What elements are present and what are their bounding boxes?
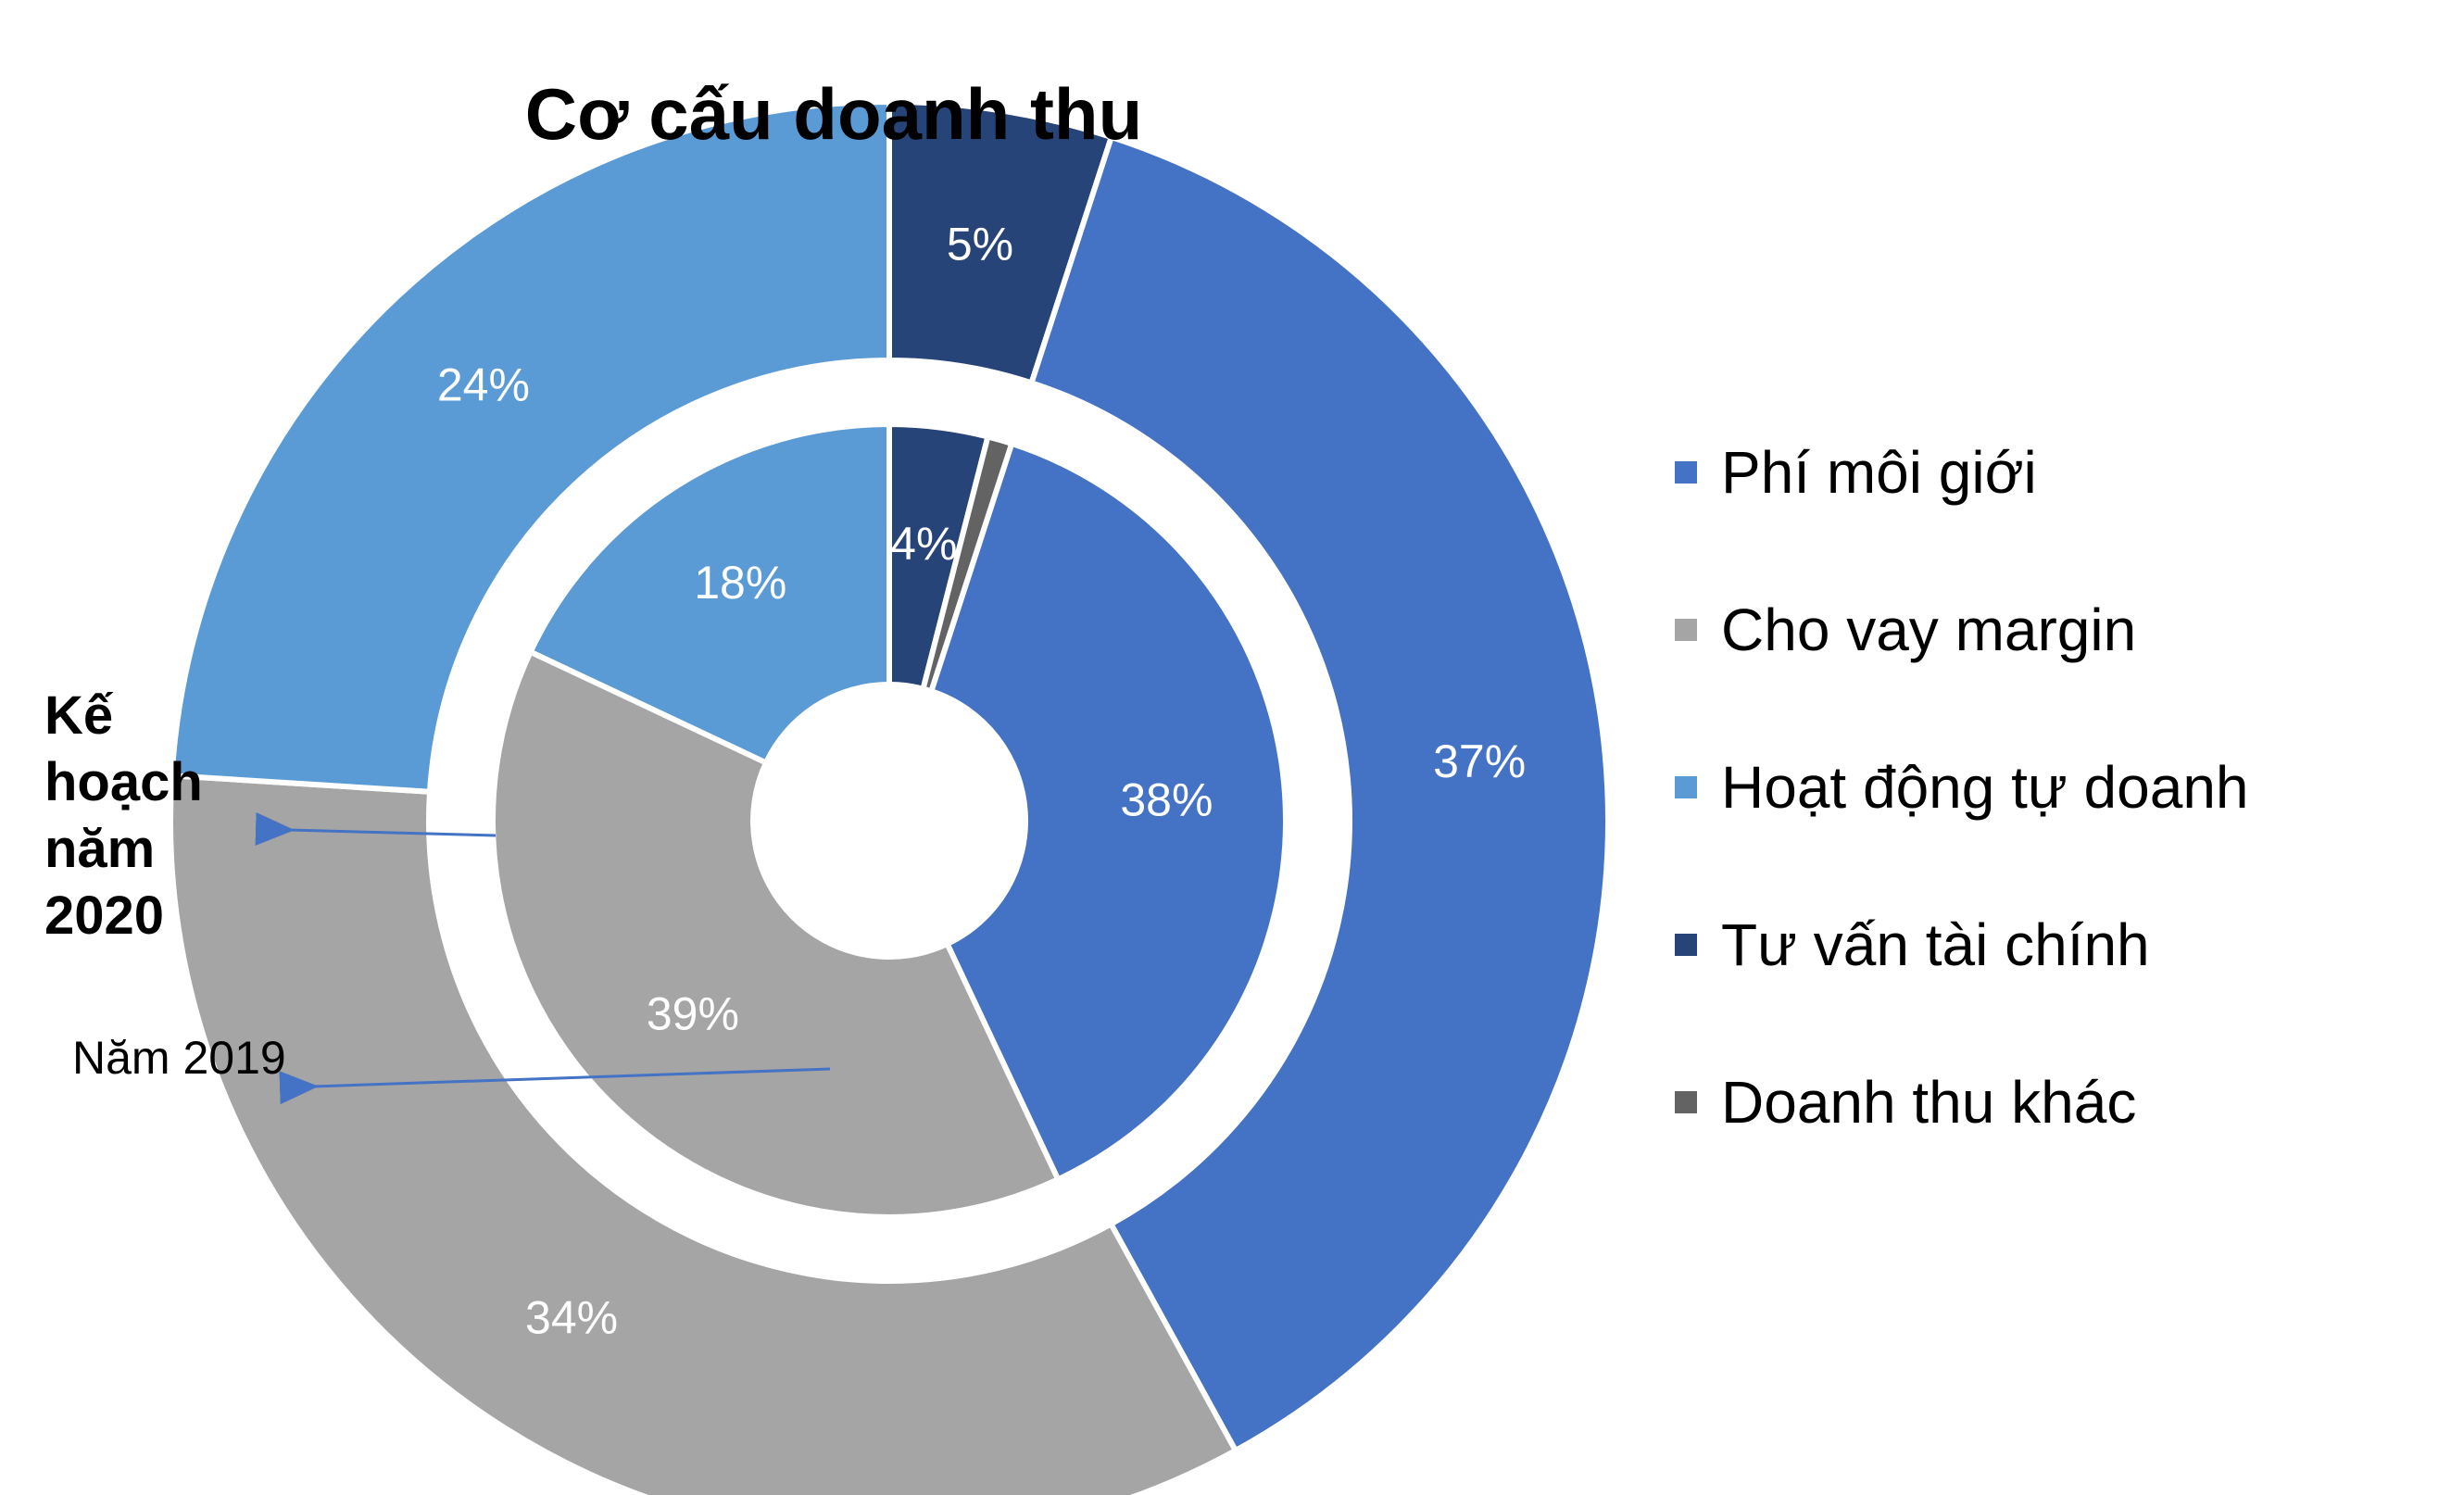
inner-ring-series-label: Năm 2019	[72, 1032, 286, 1084]
inner-data-label-cho-vay-margin: 39%	[647, 987, 739, 1039]
legend-item-phi-moi-gioi: Phí môi giới	[1675, 394, 2249, 551]
legend-label: Doanh thu khác	[1721, 1069, 2137, 1136]
outer-ring-data-labels: 5% 37% 34% 24%	[437, 218, 1526, 1343]
legend-swatch	[1675, 619, 1697, 641]
chart-title: Cơ cấu doanh thu	[524, 73, 1143, 155]
legend-swatch	[1675, 776, 1697, 798]
inner-ring-pointer-arrow	[279, 1067, 831, 1105]
legend-item-cho-vay-margin: Cho vay margin	[1675, 551, 2249, 709]
outer-ring	[168, 98, 1611, 1495]
inner-data-label-hoat-dong-tu-doanh: 18%	[694, 557, 786, 609]
inner-data-label-tu-van-tai-chinh: 4%	[890, 518, 957, 570]
legend-swatch	[1675, 1091, 1697, 1113]
legend-swatch	[1675, 461, 1697, 484]
outer-data-label-tu-van-tai-chinh: 5%	[947, 218, 1013, 270]
outer-slice-cho-vay-margin	[168, 773, 1239, 1495]
legend-item-tu-van-tai-chinh: Tư vấn tài chính	[1675, 866, 2249, 1024]
outer-ring-series-label: Kế hoạch năm 2020	[44, 685, 203, 946]
legend-label: Hoạt động tự doanh	[1721, 754, 2249, 821]
outer-ring-pointer-arrow	[255, 812, 497, 847]
inner-slice-hoat-dong-tu-doanh	[526, 421, 892, 767]
outer-data-label-phi-moi-gioi: 37%	[1433, 735, 1526, 787]
legend-swatch	[1675, 934, 1697, 956]
legend-label: Phí môi giới	[1721, 439, 2037, 506]
inner-ring-data-labels: 4% 38% 39% 18%	[647, 518, 1213, 1039]
outer-data-label-hoat-dong-tu-doanh: 24%	[437, 359, 530, 411]
legend-item-hoat-dong-tu-doanh: Hoạt động tự doanh	[1675, 709, 2249, 866]
outer-slice-phi-moi-gioi	[1027, 133, 1611, 1455]
outer-slice-hoat-dong-tu-doanh	[169, 98, 892, 795]
legend-item-doanh-thu-khac: Doanh thu khác	[1675, 1024, 2249, 1181]
outer-data-label-cho-vay-margin: 34%	[525, 1292, 618, 1344]
legend-label: Cho vay margin	[1721, 597, 2137, 663]
legend-label: Tư vấn tài chính	[1721, 911, 2150, 978]
inner-slice-phi-moi-gioi	[927, 440, 1289, 1184]
inner-data-label-phi-moi-gioi: 38%	[1120, 773, 1213, 825]
chart-legend: Phí môi giới Cho vay margin Hoạt động tự d…	[1675, 394, 2249, 1181]
